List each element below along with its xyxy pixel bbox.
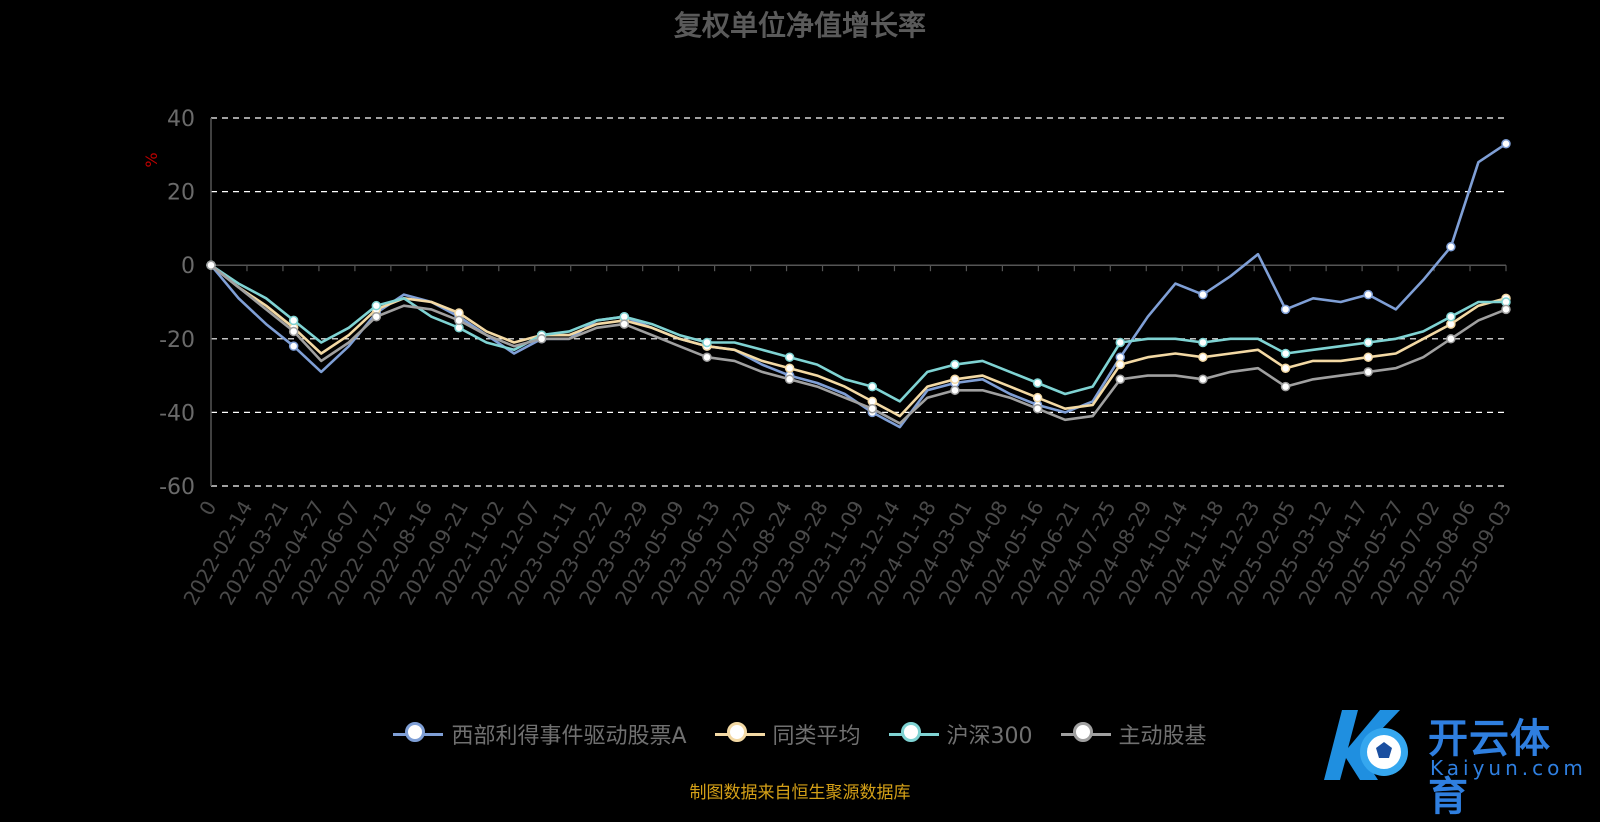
y-tick-label: 0 bbox=[181, 254, 195, 279]
y-tick-label: 20 bbox=[167, 181, 195, 206]
legend-swatch-csi300 bbox=[888, 721, 939, 747]
data-point-csi300[interactable] bbox=[288, 315, 299, 326]
legend-label-csi300: 沪深300 bbox=[946, 724, 1033, 749]
data-point-csi300[interactable] bbox=[950, 359, 960, 370]
data-point-active-equity[interactable] bbox=[1198, 374, 1208, 385]
data-point-active-equity[interactable] bbox=[619, 319, 630, 329]
data-point-active-equity[interactable] bbox=[206, 260, 216, 270]
data-point-csi300[interactable] bbox=[1280, 348, 1291, 359]
legend: 西部利得事件驱动股票A 同类平均 沪深300 主动股基 bbox=[0, 718, 1600, 750]
legend-label-peer-average: 同类平均 bbox=[772, 724, 861, 749]
chart-title: 复权单位净值增长率 bbox=[673, 9, 926, 42]
data-point-csi300[interactable] bbox=[1446, 311, 1456, 322]
data-point-active-equity[interactable] bbox=[454, 315, 464, 326]
series-line-fund bbox=[210, 142, 1507, 429]
data-point-fund[interactable] bbox=[1446, 242, 1456, 252]
data-point-csi300[interactable] bbox=[1032, 378, 1043, 388]
data-point-active-equity[interactable] bbox=[371, 311, 382, 322]
data-point-active-equity[interactable] bbox=[867, 403, 878, 414]
y-tick-label: 40 bbox=[167, 107, 195, 132]
data-point-csi300[interactable] bbox=[702, 337, 712, 348]
legend-item-active-equity[interactable]: 主动股基 bbox=[1060, 718, 1207, 750]
series-line-active-equity bbox=[210, 264, 1507, 425]
data-point-fund[interactable] bbox=[288, 341, 299, 351]
legend-item-peer-average[interactable]: 同类平均 bbox=[714, 718, 861, 750]
data-point-fund[interactable] bbox=[1280, 304, 1291, 315]
data-point-peer-average[interactable] bbox=[1115, 359, 1126, 370]
series-line-peer-average bbox=[210, 264, 1507, 418]
tick-labels: 40200-20-40-6002022-02-142022-03-212022-… bbox=[159, 107, 1516, 609]
data-source-note: 制图数据来自恒生聚源数据库 bbox=[689, 783, 911, 803]
legend-swatch-active-equity bbox=[1060, 721, 1111, 747]
x-tick-label: 0 bbox=[194, 497, 221, 520]
data-point-csi300[interactable] bbox=[371, 300, 382, 311]
grid-lines bbox=[211, 117, 1506, 487]
data-point-fund[interactable] bbox=[1198, 289, 1208, 300]
data-point-active-equity[interactable] bbox=[536, 334, 547, 344]
data-point-active-equity[interactable] bbox=[1032, 403, 1043, 414]
data-point-active-equity[interactable] bbox=[1446, 334, 1456, 344]
data-point-active-equity[interactable] bbox=[1363, 367, 1373, 377]
data-point-active-equity[interactable] bbox=[1501, 304, 1511, 315]
data-point-fund[interactable] bbox=[1501, 139, 1511, 149]
brand-logo-english: Kaiyun.com bbox=[1430, 756, 1587, 780]
y-tick-label: -20 bbox=[159, 328, 195, 353]
data-point-peer-average[interactable] bbox=[1032, 392, 1043, 403]
legend-item-csi300[interactable]: 沪深300 bbox=[888, 718, 1033, 750]
data-point-fund[interactable] bbox=[1363, 289, 1373, 300]
data-point-active-equity[interactable] bbox=[950, 385, 960, 396]
data-point-peer-average[interactable] bbox=[1198, 352, 1208, 362]
data-point-csi300[interactable] bbox=[1363, 337, 1373, 348]
axes bbox=[210, 118, 1507, 486]
y-axis-label: % bbox=[142, 152, 161, 167]
data-point-active-equity[interactable] bbox=[784, 374, 795, 385]
legend-item-fund[interactable]: 西部利得事件驱动股票A bbox=[393, 718, 687, 750]
data-point-active-equity[interactable] bbox=[288, 326, 299, 337]
y-tick-label: -60 bbox=[159, 475, 195, 500]
data-point-active-equity[interactable] bbox=[1280, 381, 1291, 392]
data-point-active-equity[interactable] bbox=[702, 352, 712, 362]
data-point-csi300[interactable] bbox=[784, 352, 795, 362]
data-point-csi300[interactable] bbox=[867, 381, 878, 392]
data-point-peer-average[interactable] bbox=[1363, 352, 1373, 362]
line-chart: 40200-20-40-6002022-02-142022-03-212022-… bbox=[142, 107, 1516, 609]
brand-logo-icon bbox=[1324, 710, 1408, 780]
brand-logo: 开云体育 Kaiyun.com bbox=[1318, 700, 1588, 820]
data-point-peer-average[interactable] bbox=[784, 363, 795, 373]
legend-label-active-equity: 主动股基 bbox=[1118, 724, 1207, 749]
data-point-peer-average[interactable] bbox=[1280, 363, 1291, 373]
legend-swatch-peer-average bbox=[714, 721, 765, 747]
data-point-csi300[interactable] bbox=[1198, 337, 1208, 348]
series-lines bbox=[206, 139, 1511, 429]
data-point-peer-average[interactable] bbox=[950, 374, 960, 385]
data-point-active-equity[interactable] bbox=[1115, 374, 1126, 385]
legend-label-fund: 西部利得事件驱动股票A bbox=[451, 724, 687, 749]
data-point-csi300[interactable] bbox=[1115, 337, 1126, 348]
legend-swatch-fund bbox=[393, 721, 444, 747]
y-tick-label: -40 bbox=[159, 401, 195, 426]
